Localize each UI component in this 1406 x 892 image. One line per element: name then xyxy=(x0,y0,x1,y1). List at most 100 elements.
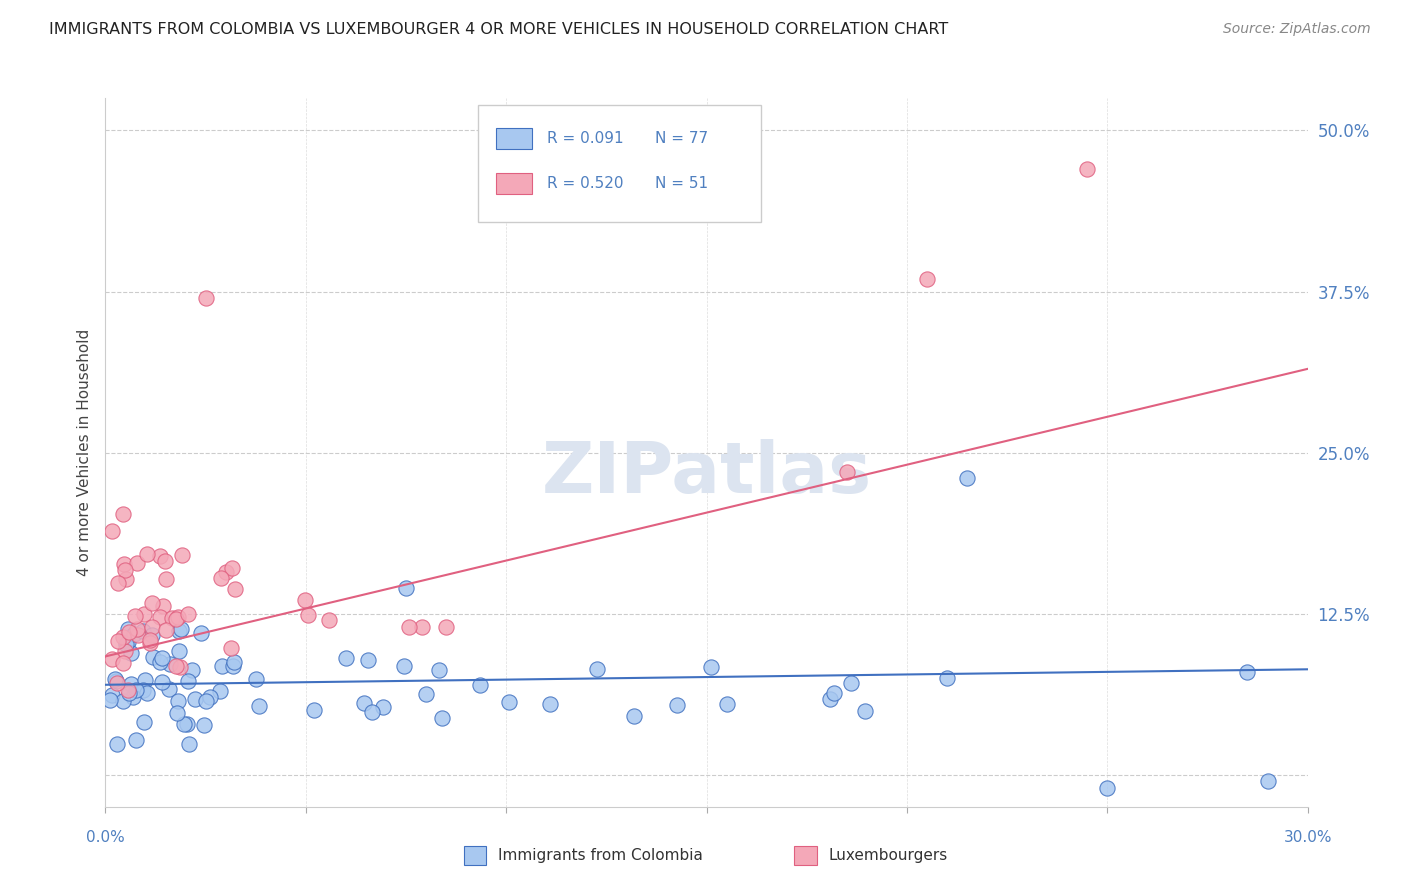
Point xyxy=(107,633,129,648)
Point xyxy=(149,549,172,564)
Text: IMMIGRANTS FROM COLOMBIA VS LUXEMBOURGER 4 OR MORE VEHICLES IN HOUSEHOLD CORRELA: IMMIGRANTS FROM COLOMBIA VS LUXEMBOURGER… xyxy=(49,22,949,37)
Point xyxy=(170,548,193,562)
Point xyxy=(245,672,267,686)
Point xyxy=(152,599,174,614)
Point xyxy=(101,652,124,666)
Point xyxy=(105,737,128,751)
Point xyxy=(180,663,202,677)
Point xyxy=(105,676,128,690)
Point xyxy=(823,686,845,700)
Point xyxy=(124,609,146,624)
Point xyxy=(361,705,384,719)
Point xyxy=(623,709,645,723)
Y-axis label: 4 or more Vehicles in Household: 4 or more Vehicles in Household xyxy=(77,329,93,576)
Point xyxy=(666,698,689,712)
Point xyxy=(427,663,450,677)
Point xyxy=(434,620,457,634)
Point xyxy=(141,596,163,610)
Point xyxy=(353,696,375,710)
Point xyxy=(139,632,162,647)
Text: Source: ZipAtlas.com: Source: ZipAtlas.com xyxy=(1223,22,1371,37)
Point xyxy=(195,694,218,708)
Point xyxy=(120,677,142,691)
Point xyxy=(198,690,221,704)
Point xyxy=(470,678,492,692)
Point xyxy=(224,582,246,597)
Point xyxy=(125,622,148,636)
Point xyxy=(141,620,163,634)
Point xyxy=(415,687,437,701)
Point xyxy=(1257,774,1279,789)
Point xyxy=(157,681,180,696)
Point xyxy=(127,557,149,571)
FancyBboxPatch shape xyxy=(496,128,533,149)
Point xyxy=(153,554,176,568)
Point xyxy=(118,625,141,640)
Point xyxy=(139,636,162,650)
Point xyxy=(100,524,122,538)
Text: N = 77: N = 77 xyxy=(655,131,709,146)
Point xyxy=(183,692,205,706)
Point xyxy=(122,627,145,641)
Point xyxy=(114,563,136,577)
Point xyxy=(318,613,340,627)
Point xyxy=(141,628,163,642)
Point xyxy=(135,686,157,700)
Point xyxy=(169,660,191,674)
Point xyxy=(155,573,177,587)
Point xyxy=(114,637,136,651)
Point xyxy=(117,686,139,700)
Point xyxy=(132,682,155,697)
Point xyxy=(127,628,149,642)
Point xyxy=(149,655,172,669)
Point xyxy=(166,706,188,720)
Text: 30.0%: 30.0% xyxy=(1284,830,1331,846)
Point xyxy=(136,547,159,561)
Point xyxy=(179,737,201,751)
Point xyxy=(247,698,270,713)
Point xyxy=(1076,162,1098,177)
Point xyxy=(586,662,609,676)
Text: Immigrants from Colombia: Immigrants from Colombia xyxy=(498,848,703,863)
Point xyxy=(169,622,191,636)
Point xyxy=(167,624,190,638)
Point xyxy=(111,656,134,670)
Point xyxy=(538,697,561,711)
Point xyxy=(117,623,139,637)
Point xyxy=(398,620,420,634)
Point xyxy=(101,688,124,702)
Point xyxy=(853,704,876,718)
Point xyxy=(357,653,380,667)
Point xyxy=(208,684,231,698)
Text: 0.0%: 0.0% xyxy=(86,830,125,846)
Point xyxy=(152,651,174,665)
FancyBboxPatch shape xyxy=(496,172,533,194)
Point xyxy=(177,673,200,688)
Point xyxy=(835,465,858,479)
Point xyxy=(117,683,139,698)
Point xyxy=(134,673,156,687)
Point xyxy=(105,673,128,688)
Point xyxy=(716,697,738,711)
Point xyxy=(335,650,357,665)
Point xyxy=(193,718,215,732)
Text: Luxembourgers: Luxembourgers xyxy=(828,848,948,863)
Point xyxy=(125,733,148,747)
Point xyxy=(392,659,415,673)
Point xyxy=(169,644,191,658)
Point xyxy=(211,658,233,673)
Point xyxy=(915,271,938,285)
Point xyxy=(224,655,246,669)
Point xyxy=(132,714,155,729)
Point xyxy=(132,607,155,621)
Point xyxy=(176,716,198,731)
Point xyxy=(302,703,325,717)
Point xyxy=(111,508,134,522)
Point xyxy=(498,695,520,709)
Point xyxy=(112,630,135,644)
Point xyxy=(107,575,129,590)
Point xyxy=(219,640,242,655)
FancyBboxPatch shape xyxy=(478,105,761,222)
Text: ZIPatlas: ZIPatlas xyxy=(541,440,872,508)
Point xyxy=(117,634,139,648)
